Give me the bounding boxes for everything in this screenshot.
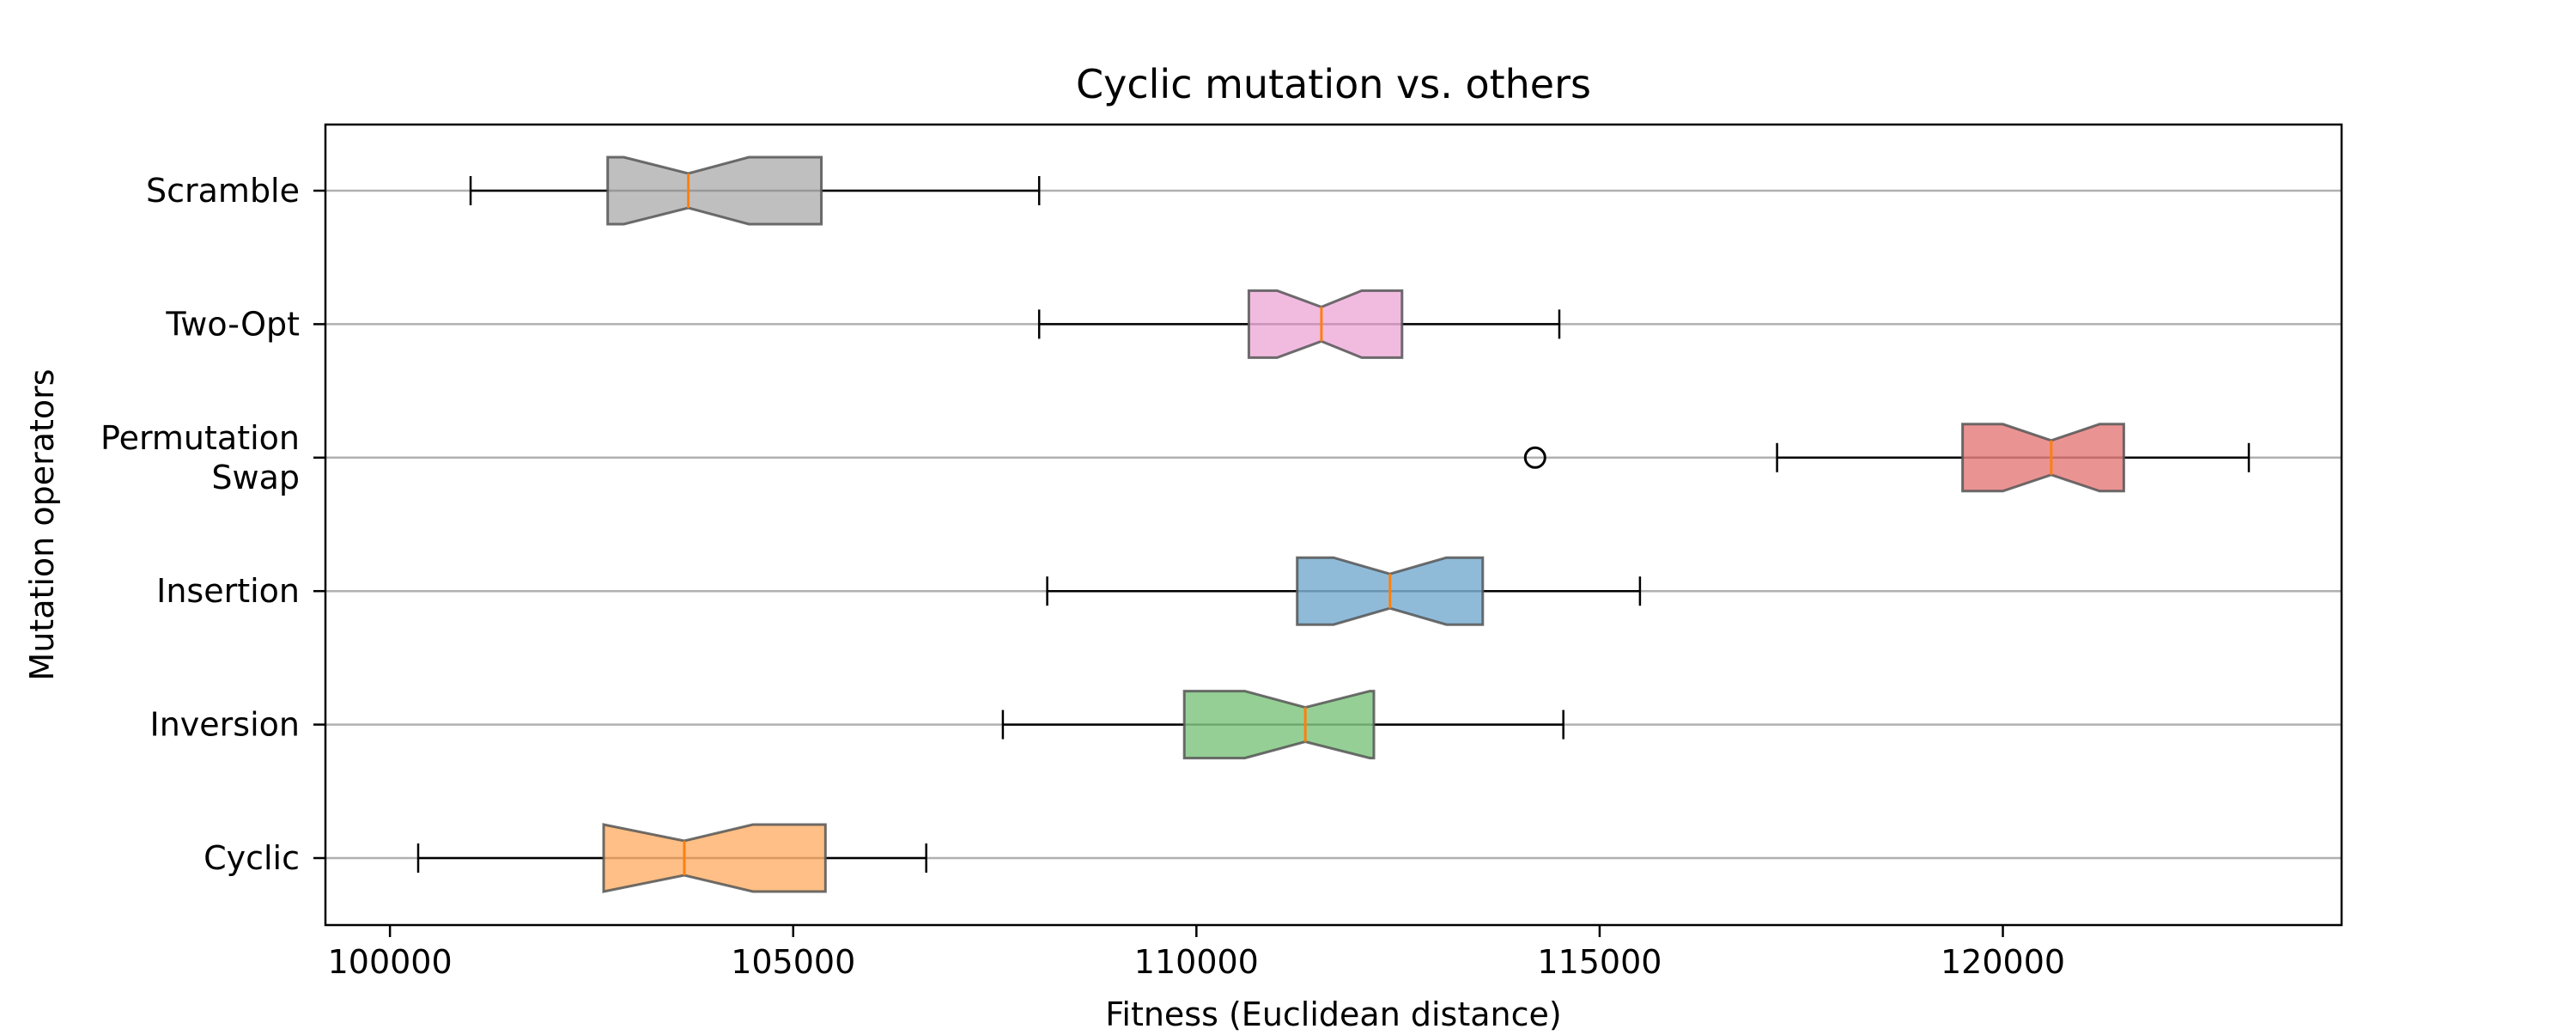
y-axis-label: Mutation operators <box>23 368 61 680</box>
outlier-point <box>1523 446 1546 469</box>
box-cyclic <box>416 823 927 893</box>
box-permutation-swap <box>1523 423 2251 493</box>
y-tick-label-permutation-swap: Swap <box>211 459 300 496</box>
y-tick-label-scramble: Scramble <box>146 172 300 210</box>
box-body <box>1961 423 2125 493</box>
x-tick-label: 115000 <box>1537 943 1662 981</box>
y-tick-label-permutation-swap: Permutation <box>100 419 300 457</box>
x-tick-label: 100000 <box>328 943 453 981</box>
chart-title: Cyclic mutation vs. others <box>1076 61 1591 107</box>
plot-frame <box>324 123 2343 927</box>
x-tick-label: 105000 <box>731 943 855 981</box>
box-body <box>606 155 823 226</box>
box-inversion <box>1001 690 1564 760</box>
box-body <box>602 823 827 893</box>
grid-lines <box>325 189 2342 860</box>
y-tick-label-two-opt: Two-Opt <box>165 305 300 343</box>
x-tick-label: 120000 <box>1941 943 2065 981</box>
x-tick-label: 110000 <box>1134 943 1259 981</box>
box-two-opt <box>1037 289 1561 359</box>
box-body <box>1247 289 1404 359</box>
box-scramble <box>469 155 1041 226</box>
axis-ticks: 100000 105000 110000 115000 120000 Cyclic Inve… <box>100 172 2065 981</box>
box-insertion <box>1046 556 1642 626</box>
box-series <box>416 155 2251 893</box>
y-tick-label-insertion: Insertion <box>156 572 300 610</box>
y-tick-label-inversion: Inversion <box>150 706 300 744</box>
y-tick-label-cyclic: Cyclic <box>204 839 300 877</box>
x-axis-label: Fitness (Euclidean distance) <box>1105 995 1561 1031</box>
box-body <box>1182 690 1376 760</box>
